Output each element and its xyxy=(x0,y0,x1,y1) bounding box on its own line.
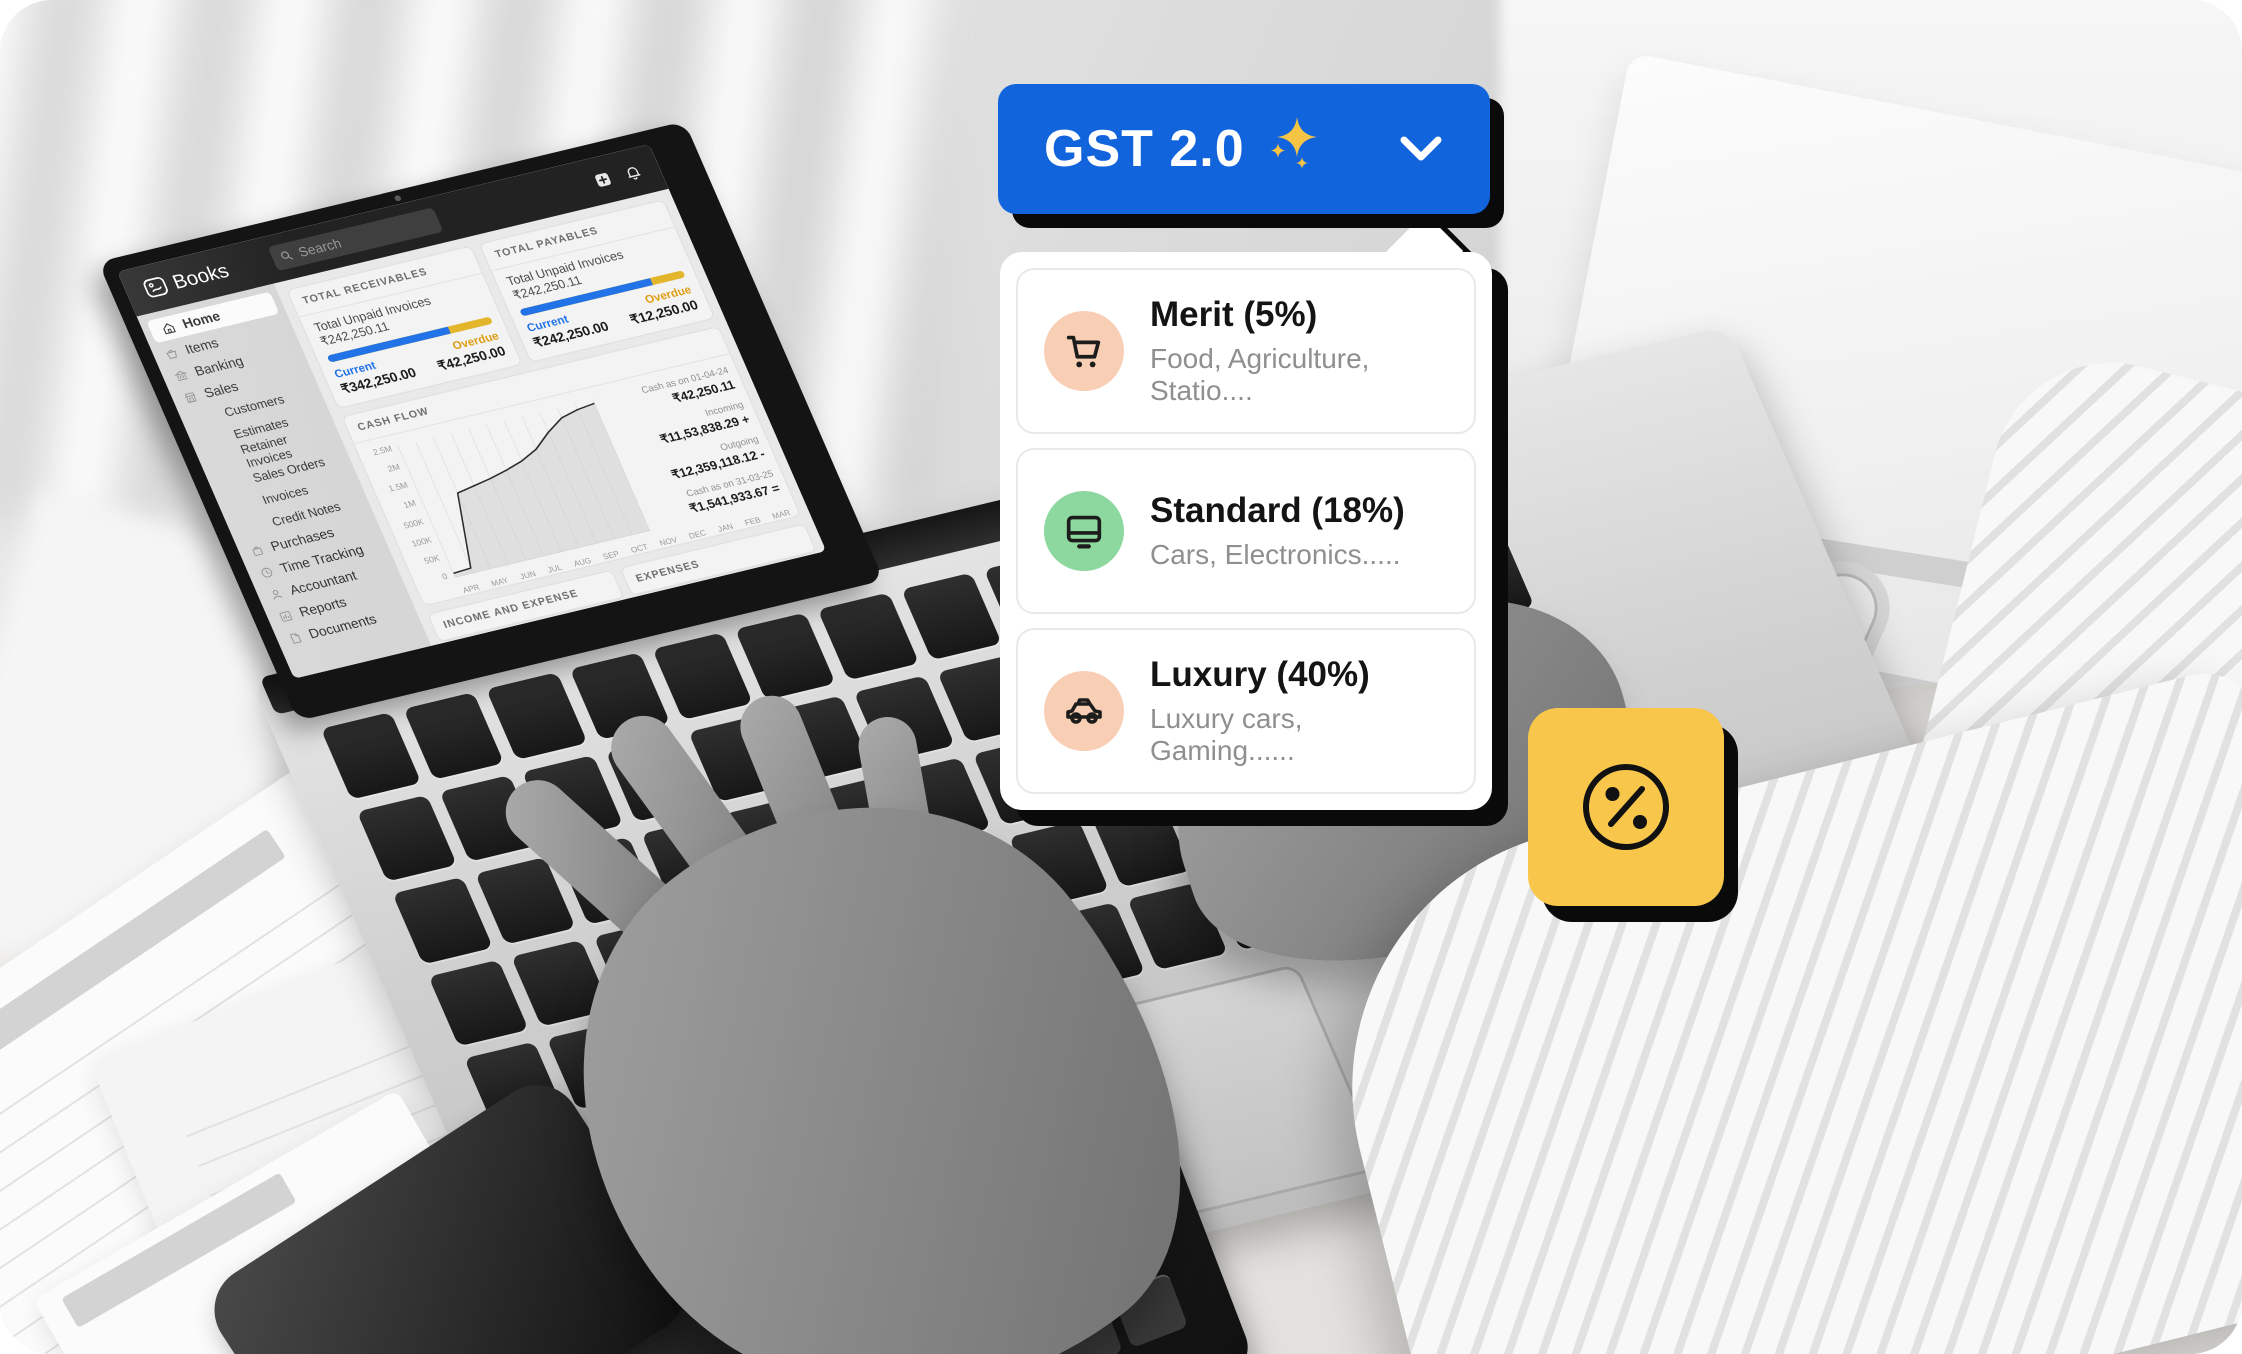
sidebar-item-accountant[interactable]: Accountant xyxy=(255,555,402,610)
search-icon xyxy=(281,251,294,260)
sidebar: Home Items xyxy=(136,283,432,679)
basket-icon xyxy=(165,349,177,359)
sidebar-item-purchases[interactable]: Purchases xyxy=(236,511,383,566)
cash-flow-card: CASH FLOW 2.5M 2M 1.5M 1M 500K 100K 50K 0 xyxy=(341,325,802,607)
standard-icon-circle xyxy=(1044,491,1124,571)
bar-chart-icon xyxy=(279,610,293,622)
shopping-cart-icon xyxy=(1066,335,1101,368)
books-logo-icon xyxy=(143,277,168,298)
webcam-dot xyxy=(393,194,402,202)
menu-item-merit[interactable]: Merit (5%) Food, Agriculture, Statio.... xyxy=(1016,268,1476,434)
brand-name: Books xyxy=(169,259,233,293)
percent-badge-tile xyxy=(1528,708,1724,906)
menu-item-subtitle: Luxury cars, Gaming...... xyxy=(1150,703,1303,766)
sidebar-item-banking[interactable]: Banking xyxy=(159,336,306,391)
sidebar-item-reports[interactable]: Reports xyxy=(264,576,411,631)
menu-item-title: Luxury (40%) xyxy=(1150,655,1370,694)
sparkles-icon xyxy=(1270,117,1317,169)
sidebar-item-sales[interactable]: Sales xyxy=(169,358,316,413)
menu-item-title: Standard (18%) xyxy=(1150,491,1405,530)
add-icon[interactable] xyxy=(591,170,614,190)
laptop-screen: Books xyxy=(98,121,884,722)
brand: Books xyxy=(140,259,233,300)
app-header: Books xyxy=(117,144,669,317)
dashboard-main: TOTAL RECEIVABLES Total Unpaid Invoices … xyxy=(273,188,827,646)
monitor-icon xyxy=(1066,515,1102,549)
person-icon xyxy=(272,589,283,600)
percent-circle-icon xyxy=(1583,764,1669,850)
notifications-bell-icon[interactable] xyxy=(621,163,644,183)
gst-button-label: GST 2.0 xyxy=(1044,120,1245,178)
store-icon xyxy=(184,391,197,403)
sidebar-item-documents[interactable]: Documents xyxy=(274,598,421,653)
car-icon xyxy=(1066,698,1102,724)
menu-item-standard[interactable]: Standard (18%) Cars, Electronics..... xyxy=(1016,448,1476,614)
menu-item-title: Merit (5%) xyxy=(1150,295,1318,334)
sidebar-label: Home xyxy=(180,308,223,332)
books-app: Books xyxy=(117,144,827,679)
document-icon xyxy=(289,632,302,644)
menu-item-luxury[interactable]: Luxury (40%) Luxury cars, Gaming...... xyxy=(1016,628,1476,794)
clock-icon xyxy=(261,567,273,578)
cash-flow-chart xyxy=(392,392,655,585)
merit-icon-circle xyxy=(1044,311,1124,391)
bank-icon xyxy=(174,370,188,381)
sidebar-item-time-tracking[interactable]: Time Tracking xyxy=(245,533,392,588)
gst-2-0-dropdown-button[interactable]: GST 2.0 xyxy=(998,84,1490,214)
home-icon xyxy=(163,323,176,335)
chevron-down-icon[interactable] xyxy=(1398,134,1444,164)
luxury-icon-circle xyxy=(1044,671,1124,751)
sidebar-item-items[interactable]: Items xyxy=(150,314,297,369)
gst-rates-dropdown: Merit (5%) Food, Agriculture, Statio....… xyxy=(1000,252,1492,810)
search-box[interactable] xyxy=(267,207,444,272)
menu-item-subtitle: Food, Agriculture, Statio.... xyxy=(1150,343,1370,406)
menu-item-subtitle: Cars, Electronics..... xyxy=(1150,539,1401,570)
bag-icon xyxy=(252,546,263,556)
sidebar-item-home[interactable]: Home xyxy=(146,291,280,344)
